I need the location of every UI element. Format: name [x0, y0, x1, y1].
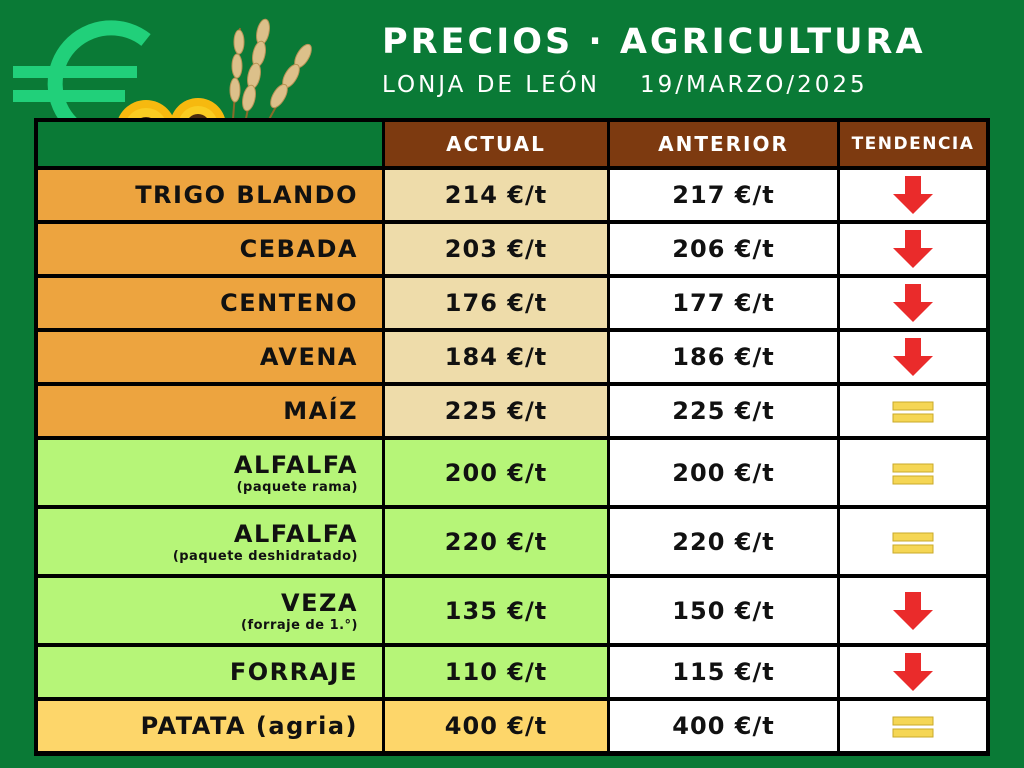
product-name: CEBADA: [239, 235, 358, 263]
page-subtitle: LONJA DE LEÓN 19/MARZO/2025: [382, 72, 868, 98]
price-actual: 400 €/t: [385, 701, 607, 751]
product-label: AVENA: [260, 343, 358, 371]
product-name: ALFALFA: [233, 519, 358, 548]
product-name: CENTENO: [220, 289, 358, 317]
down-arrow-icon: [893, 591, 933, 630]
product-name-cell: MAÍZ: [38, 386, 382, 436]
product-name-cell: TRIGO BLANDO: [38, 170, 382, 220]
price-actual: 184 €/t: [385, 332, 607, 382]
product-name-cell: PATATA (agria): [38, 701, 382, 751]
trend-cell: [840, 332, 986, 382]
price-anterior: 225 €/t: [610, 386, 837, 436]
price-anterior: 206 €/t: [610, 224, 837, 274]
product-label: FORRAJE: [230, 658, 358, 686]
price-anterior: 217 €/t: [610, 170, 837, 220]
report-date: 19/MARZO/2025: [639, 72, 868, 98]
trend-cell: [840, 578, 986, 643]
product-name: TRIGO BLANDO: [135, 181, 358, 209]
header-tendencia: TENDENCIA: [840, 122, 986, 166]
header-actual: ACTUAL: [385, 122, 607, 166]
product-note: (paquete deshidratado): [172, 548, 358, 564]
price-actual: 214 €/t: [385, 170, 607, 220]
market-name: LONJA DE LEÓN: [382, 72, 600, 98]
page-title: PRECIOS · AGRICULTURA: [382, 22, 926, 62]
price-actual: 220 €/t: [385, 509, 607, 574]
price-actual: 135 €/t: [385, 578, 607, 643]
price-anterior: 115 €/t: [610, 647, 837, 697]
product-note: (paquete rama): [236, 479, 358, 495]
product-label: ALFALFA (paquete deshidratado): [173, 520, 358, 564]
down-arrow-icon: [893, 653, 933, 691]
equal-icon: [892, 401, 934, 423]
equal-icon: [892, 716, 934, 738]
product-label: CENTENO: [220, 289, 358, 317]
trend-cell: [840, 647, 986, 697]
price-anterior: 150 €/t: [610, 578, 837, 643]
product-name-cell: CENTENO: [38, 278, 382, 328]
price-actual: 200 €/t: [385, 440, 607, 505]
header-anterior: ANTERIOR: [610, 122, 837, 166]
product-label: VEZA (forraje de 1.°): [241, 589, 358, 633]
price-actual: 225 €/t: [385, 386, 607, 436]
trend-cell: [840, 701, 986, 751]
product-name: PATATA (agria): [140, 712, 358, 740]
price-anterior: 200 €/t: [610, 440, 837, 505]
trend-cell: [840, 386, 986, 436]
equal-icon: [892, 532, 934, 553]
product-name: FORRAJE: [229, 658, 358, 686]
product-name-cell: FORRAJE: [38, 647, 382, 697]
product-name-cell: AVENA: [38, 332, 382, 382]
trend-cell: [840, 509, 986, 574]
product-label: PATATA (agria): [141, 712, 358, 740]
trend-cell: [840, 440, 986, 505]
price-anterior: 177 €/t: [610, 278, 837, 328]
down-arrow-icon: [893, 230, 933, 268]
product-name-cell: VEZA (forraje de 1.°): [38, 578, 382, 643]
product-name: ALFALFA: [233, 450, 358, 479]
price-anterior: 220 €/t: [610, 509, 837, 574]
price-actual: 110 €/t: [385, 647, 607, 697]
product-name-cell: CEBADA: [38, 224, 382, 274]
product-name-cell: ALFALFA (paquete deshidratado): [38, 509, 382, 574]
product-label: ALFALFA (paquete rama): [234, 451, 358, 495]
price-anterior: 186 €/t: [610, 332, 837, 382]
product-name: AVENA: [259, 343, 358, 371]
product-label: CEBADA: [240, 235, 358, 263]
product-name: MAÍZ: [283, 397, 358, 425]
trend-cell: [840, 170, 986, 220]
equal-icon: [892, 463, 934, 484]
price-table: ACTUAL ANTERIOR TENDENCIA TRIGO BLANDO 214 €…: [34, 118, 990, 756]
product-label: TRIGO BLANDO: [135, 181, 358, 209]
down-arrow-icon: [893, 284, 933, 322]
trend-cell: [840, 278, 986, 328]
product-name-cell: ALFALFA (paquete rama): [38, 440, 382, 505]
price-actual: 176 €/t: [385, 278, 607, 328]
down-arrow-icon: [893, 338, 933, 376]
product-name: VEZA: [281, 588, 358, 617]
product-note: (forraje de 1.°): [241, 617, 358, 633]
down-arrow-icon: [893, 176, 933, 214]
price-anterior: 400 €/t: [610, 701, 837, 751]
trend-cell: [840, 224, 986, 274]
price-actual: 203 €/t: [385, 224, 607, 274]
header-blank: [38, 122, 382, 166]
product-label: MAÍZ: [283, 397, 358, 425]
